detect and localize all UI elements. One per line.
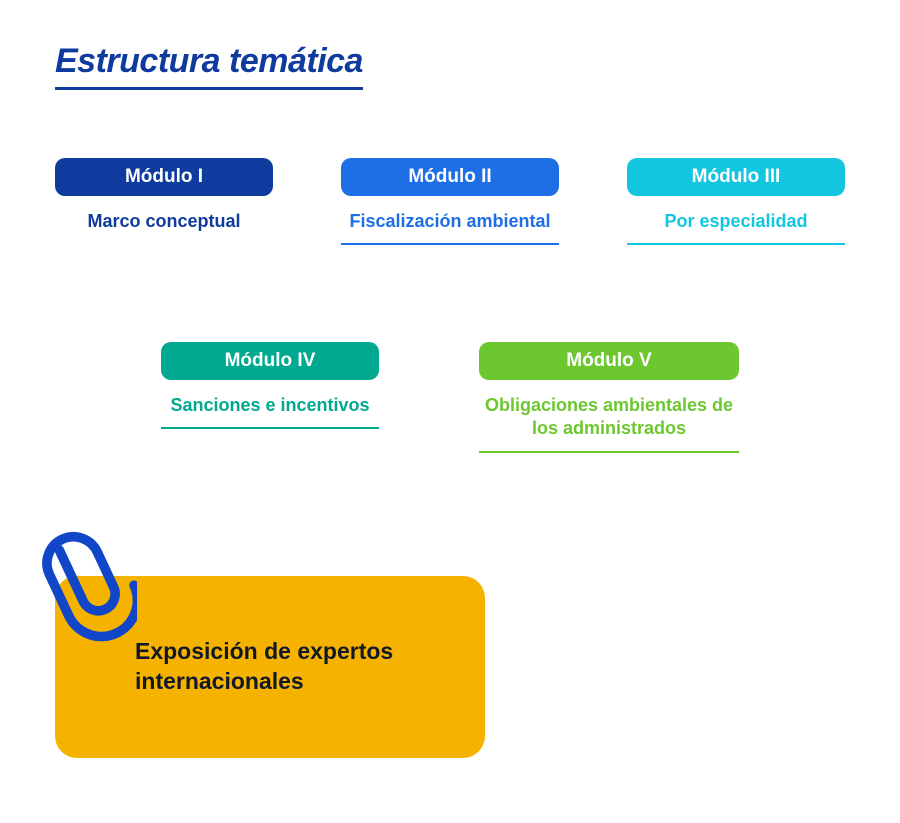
module-card-4: Módulo IV Sanciones e incentivos (161, 342, 379, 453)
module-badge-1: Módulo I (55, 158, 273, 196)
module-card-2: Módulo II Fiscalización ambiental (341, 158, 559, 245)
module-underline-2 (341, 243, 559, 245)
module-badge-3: Módulo III (627, 158, 845, 196)
modules-row-1: Módulo I Marco conceptual Módulo II Fisc… (55, 158, 845, 245)
module-badge-2: Módulo II (341, 158, 559, 196)
module-description-2: Fiscalización ambiental (341, 210, 559, 233)
module-card-3: Módulo III Por especialidad (627, 158, 845, 245)
footer-text: Exposición de expertos internacionales (135, 637, 435, 697)
page-title: Estructura temática (55, 42, 363, 90)
modules-row-2: Módulo IV Sanciones e incentivos Módulo … (135, 342, 765, 453)
paperclip-icon (17, 528, 137, 653)
module-badge-5: Módulo V (479, 342, 739, 380)
footer-card: Exposición de expertos internacionales (55, 576, 485, 758)
module-badge-4: Módulo IV (161, 342, 379, 380)
module-card-1: Módulo I Marco conceptual (55, 158, 273, 245)
module-description-3: Por especialidad (627, 210, 845, 233)
module-description-4: Sanciones e incentivos (161, 394, 379, 417)
page-container: Estructura temática Módulo I Marco conce… (0, 0, 900, 823)
module-underline-4 (161, 427, 379, 429)
module-underline-5 (479, 451, 739, 453)
module-description-5: Obligaciones ambientales de los administ… (479, 394, 739, 441)
module-card-5: Módulo V Obligaciones ambientales de los… (479, 342, 739, 453)
paperclip-path (38, 528, 137, 648)
module-description-1: Marco conceptual (55, 210, 273, 233)
module-underline-3 (627, 243, 845, 245)
